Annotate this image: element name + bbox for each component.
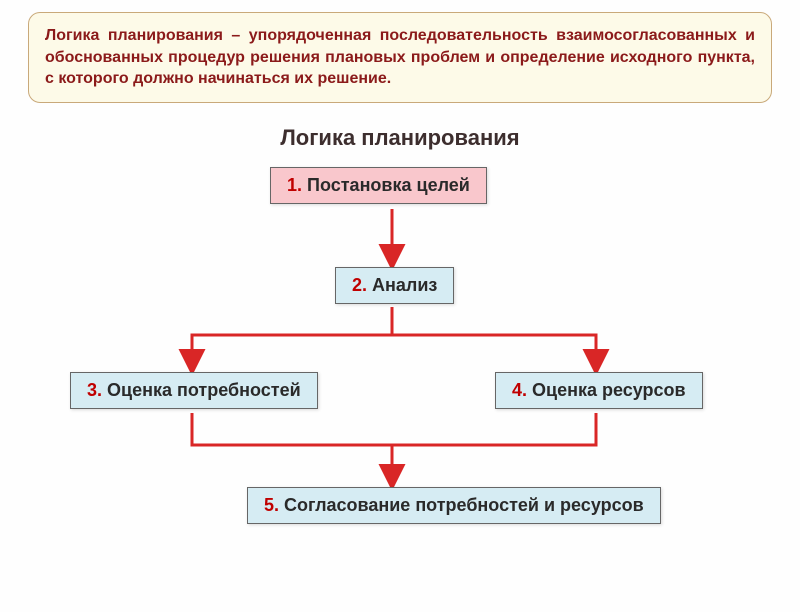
flowchart: 1. Постановка целей 2. Анализ 3. Оценка …: [0, 167, 800, 547]
node-num: 5.: [264, 495, 279, 515]
node-num: 2.: [352, 275, 367, 295]
node-text: Постановка целей: [307, 175, 470, 195]
arrow-2-branch-left: [192, 307, 392, 364]
node-step3: 3. Оценка потребностей: [70, 372, 318, 409]
node-text: Оценка потребностей: [107, 380, 301, 400]
arrow-2-branch-right: [392, 307, 596, 364]
node-step4: 4. Оценка ресурсов: [495, 372, 703, 409]
node-text: Анализ: [372, 275, 437, 295]
arrow-merge-left: [192, 413, 392, 445]
node-text: Оценка ресурсов: [532, 380, 686, 400]
diagram-title: Логика планирования: [0, 125, 800, 151]
node-step2: 2. Анализ: [335, 267, 454, 304]
node-num: 3.: [87, 380, 102, 400]
arrow-merge-right: [392, 413, 596, 445]
node-step5: 5. Согласование потребностей и ресурсов: [247, 487, 661, 524]
node-num: 1.: [287, 175, 302, 195]
node-num: 4.: [512, 380, 527, 400]
definition-box: Логика планирования – упорядоченная посл…: [28, 12, 772, 103]
definition-text: Логика планирования – упорядоченная посл…: [45, 27, 755, 87]
node-step1: 1. Постановка целей: [270, 167, 487, 204]
node-text: Согласование потребностей и ресурсов: [284, 495, 644, 515]
